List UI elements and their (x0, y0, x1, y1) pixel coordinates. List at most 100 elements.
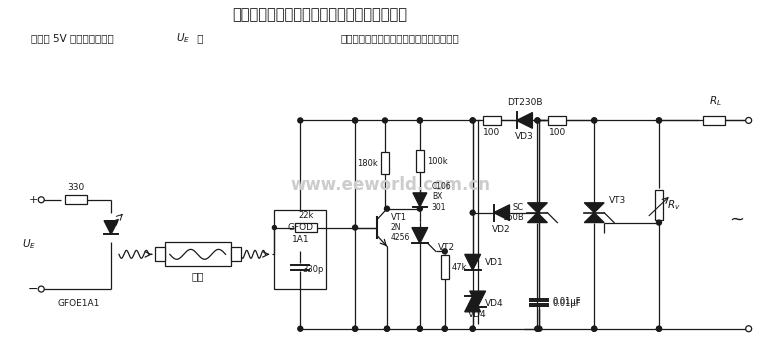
Bar (655, 190, 663, 220)
Bar (483, 116, 501, 125)
Circle shape (592, 118, 597, 123)
Text: VD4: VD4 (485, 299, 504, 308)
Circle shape (353, 326, 358, 331)
Circle shape (470, 118, 475, 123)
Text: 0.01μF: 0.01μF (552, 297, 581, 306)
Circle shape (535, 326, 540, 331)
Circle shape (417, 118, 423, 123)
Circle shape (656, 118, 662, 123)
Polygon shape (527, 213, 547, 223)
Text: 180k: 180k (357, 159, 378, 168)
Circle shape (470, 326, 475, 331)
Text: 1A1: 1A1 (291, 235, 309, 244)
Text: 330: 330 (67, 183, 85, 193)
Circle shape (417, 118, 423, 123)
Text: ，通过光导纤维传导的光信号被光敏三极管: ，通过光导纤维传导的光信号被光敏三极管 (340, 33, 459, 43)
Text: ~: ~ (729, 210, 744, 229)
Text: +: + (28, 195, 38, 205)
Polygon shape (494, 205, 510, 220)
Text: GFOD: GFOD (288, 223, 314, 232)
Text: 47k: 47k (452, 263, 467, 272)
Polygon shape (584, 213, 604, 223)
Text: VT3: VT3 (609, 196, 626, 205)
Bar (275, 210, 327, 289)
Circle shape (535, 118, 540, 123)
Bar (155, 247, 165, 261)
Text: −: − (28, 283, 38, 296)
Polygon shape (412, 228, 428, 244)
Circle shape (656, 326, 662, 331)
Text: 光纤: 光纤 (192, 271, 204, 281)
Circle shape (385, 206, 389, 211)
Text: SC
160B: SC 160B (502, 203, 523, 223)
Circle shape (417, 326, 423, 331)
Bar (416, 150, 423, 172)
Circle shape (353, 118, 358, 123)
Text: 后: 后 (194, 33, 203, 43)
Text: VD4: VD4 (468, 310, 487, 319)
Bar (549, 116, 566, 125)
Circle shape (298, 118, 303, 123)
Bar (165, 243, 230, 266)
Circle shape (470, 118, 475, 123)
Text: GFOE1A1: GFOE1A1 (58, 299, 100, 308)
Text: $R_v$: $R_v$ (667, 198, 681, 211)
Circle shape (353, 326, 358, 331)
Text: DT230B: DT230B (507, 98, 542, 107)
Polygon shape (470, 291, 485, 307)
Text: 2N
4256: 2N 4256 (391, 223, 410, 242)
Text: C106
BX
301: C106 BX 301 (432, 182, 452, 212)
Circle shape (656, 326, 662, 331)
Circle shape (385, 326, 389, 331)
Circle shape (298, 326, 303, 331)
Polygon shape (465, 254, 481, 270)
Circle shape (592, 118, 597, 123)
Text: VT2: VT2 (438, 243, 455, 252)
Polygon shape (465, 296, 481, 312)
Circle shape (353, 118, 358, 123)
Circle shape (592, 326, 597, 331)
Polygon shape (584, 203, 604, 213)
Circle shape (443, 326, 447, 331)
Text: 0.01μF: 0.01μF (552, 299, 581, 308)
Circle shape (470, 326, 475, 331)
Circle shape (385, 326, 389, 331)
Circle shape (417, 206, 423, 211)
Text: 100: 100 (483, 128, 501, 137)
Circle shape (535, 326, 540, 331)
Bar (441, 255, 449, 279)
Text: $R_L$: $R_L$ (710, 94, 723, 108)
Circle shape (592, 326, 597, 331)
Text: 当有约 5V 的输入控制信号: 当有约 5V 的输入控制信号 (31, 33, 118, 43)
Polygon shape (413, 193, 427, 207)
Circle shape (470, 210, 475, 215)
Bar (703, 116, 725, 125)
Circle shape (535, 118, 540, 123)
Circle shape (382, 118, 388, 123)
Bar (381, 152, 389, 174)
Circle shape (353, 225, 358, 230)
Polygon shape (517, 112, 533, 128)
Text: 22k: 22k (298, 211, 314, 220)
Circle shape (443, 326, 447, 331)
Text: 330p: 330p (303, 265, 324, 274)
Circle shape (745, 326, 752, 332)
Text: $U_E$: $U_E$ (175, 31, 190, 45)
Circle shape (537, 326, 542, 331)
Text: 100: 100 (549, 128, 566, 137)
Circle shape (38, 286, 44, 292)
Bar (295, 223, 317, 232)
Circle shape (443, 249, 447, 254)
Circle shape (745, 117, 752, 124)
Circle shape (38, 197, 44, 203)
Text: VD3: VD3 (515, 132, 534, 141)
Text: $U_E$: $U_E$ (22, 237, 37, 251)
Circle shape (417, 326, 423, 331)
Text: VD2: VD2 (492, 225, 511, 234)
Circle shape (656, 220, 662, 225)
Polygon shape (104, 220, 118, 235)
Bar (230, 247, 240, 261)
Text: www.eeworld.com.cn: www.eeworld.com.cn (290, 176, 490, 194)
Circle shape (272, 226, 276, 229)
Text: VD1: VD1 (485, 258, 504, 267)
